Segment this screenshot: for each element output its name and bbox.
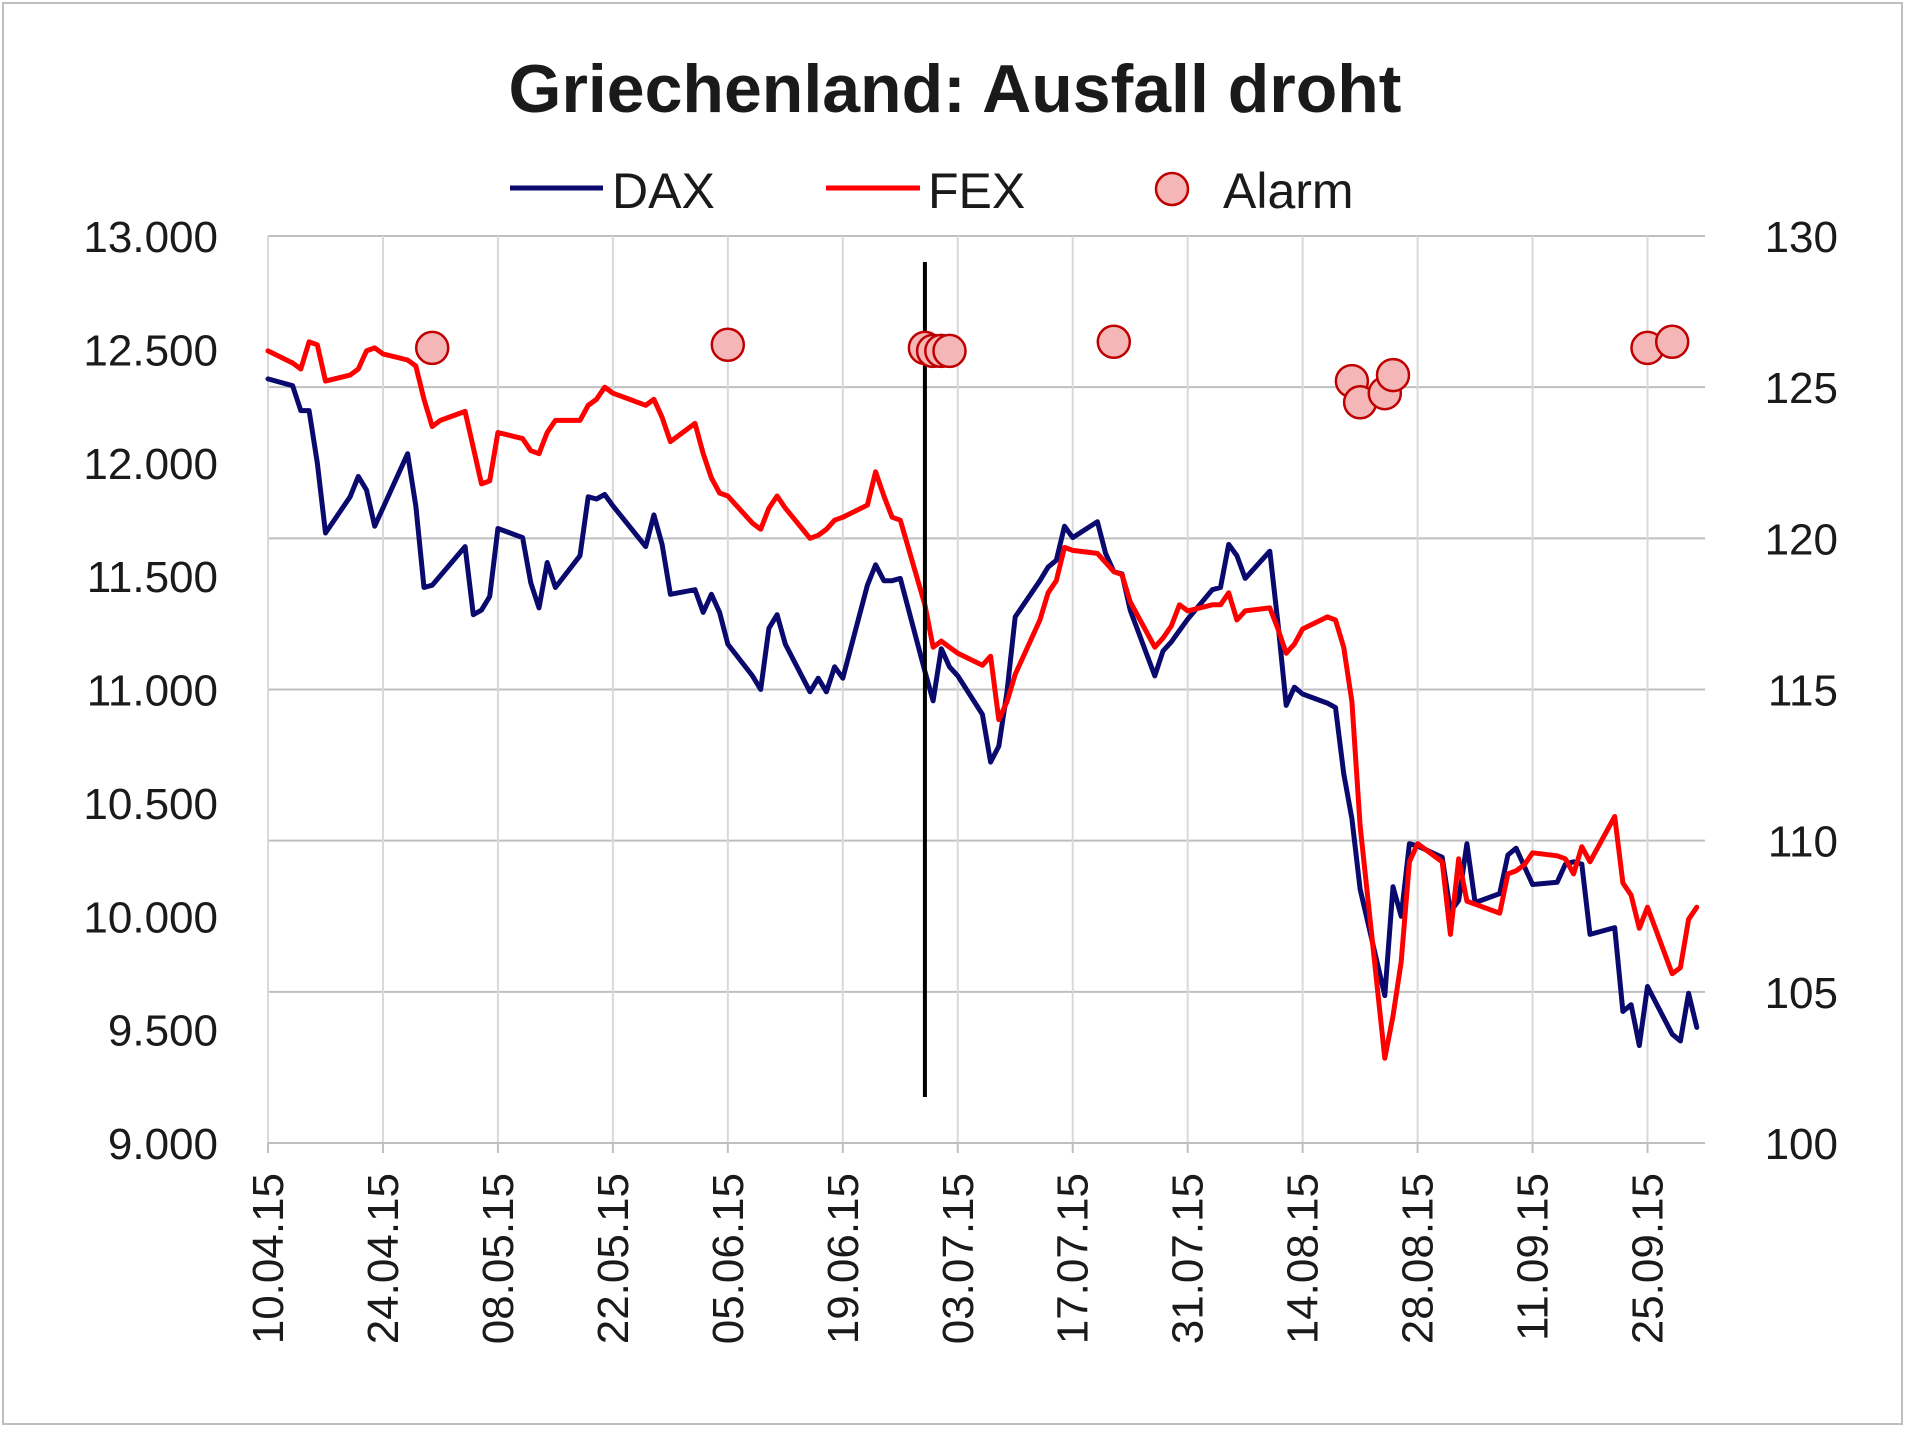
chart-title: Griechenland: Ausfall droht <box>509 51 1402 127</box>
y-right-tick-label: 110 <box>1768 818 1838 867</box>
y-axis-left: 13.000 12.500 12.000 11.500 11.000 10.500 10.0… <box>83 213 218 1169</box>
y-left-tick-label: 11.000 <box>87 667 218 716</box>
x-tick-label: 28.08.15 <box>1394 1173 1443 1344</box>
x-tick-label: 14.08.15 <box>1279 1173 1328 1344</box>
y-right-tick-label: 120 <box>1765 515 1838 564</box>
y-right-tick-label: 115 <box>1768 667 1838 716</box>
y-left-tick-label: 11.500 <box>87 553 218 602</box>
alarm-marker <box>932 333 967 369</box>
legend-alarm-label: Alarm <box>1223 163 1354 219</box>
legend-fex-label: FEX <box>928 163 1025 219</box>
alarm-marker <box>710 327 746 363</box>
x-tick-label: 08.05.15 <box>474 1173 523 1344</box>
y-left-tick-label: 9.000 <box>108 1120 218 1169</box>
series-line-fex <box>265 339 1700 1061</box>
alarm-marker <box>1375 357 1411 393</box>
alarm-marker <box>1096 324 1132 360</box>
alarm-marker <box>414 330 450 366</box>
y-left-tick-label: 12.500 <box>83 326 218 375</box>
y-left-tick-label: 10.500 <box>83 780 218 829</box>
x-tick-label: 25.09.15 <box>1624 1173 1673 1344</box>
y-axis-right: 130 125 120 115 110 105 100 <box>1765 213 1838 1169</box>
y-left-tick-label: 9.500 <box>108 1007 218 1056</box>
legend-dax-label: DAX <box>612 163 715 219</box>
alarm-marker <box>1654 324 1690 360</box>
y-left-tick-label: 13.000 <box>83 213 218 262</box>
y-right-tick-label: 130 <box>1765 213 1838 262</box>
y-right-tick-label: 100 <box>1765 1120 1838 1169</box>
x-tick-label: 19.06.15 <box>819 1173 868 1344</box>
legend-alarm-marker <box>1154 171 1190 207</box>
series-line-dax <box>265 376 1700 1048</box>
y-right-tick-label: 105 <box>1765 969 1838 1018</box>
x-tick-label: 22.05.15 <box>589 1173 638 1344</box>
x-tick-label: 03.07.15 <box>934 1173 983 1344</box>
legend: DAX FEX Alarm <box>510 163 1354 219</box>
y-right-tick-label: 125 <box>1765 364 1838 413</box>
x-tick-label: 11.09.15 <box>1509 1173 1558 1341</box>
series-lines <box>265 339 1700 1061</box>
x-tick-label: 31.07.15 <box>1164 1173 1213 1344</box>
alarm-markers <box>414 324 1690 420</box>
x-tick-label: 17.07.15 <box>1049 1173 1098 1344</box>
x-tick-label: 05.06.15 <box>704 1173 753 1344</box>
x-axis: 10.04.15 24.04.15 08.05.15 22.05.15 05.06.15… <box>244 1143 1673 1344</box>
grid <box>267 235 1705 1144</box>
x-tick-label: 24.04.15 <box>359 1173 408 1344</box>
y-left-tick-label: 12.000 <box>83 440 218 489</box>
x-tick-label: 10.04.15 <box>244 1173 293 1344</box>
y-left-tick-label: 10.000 <box>83 893 218 942</box>
